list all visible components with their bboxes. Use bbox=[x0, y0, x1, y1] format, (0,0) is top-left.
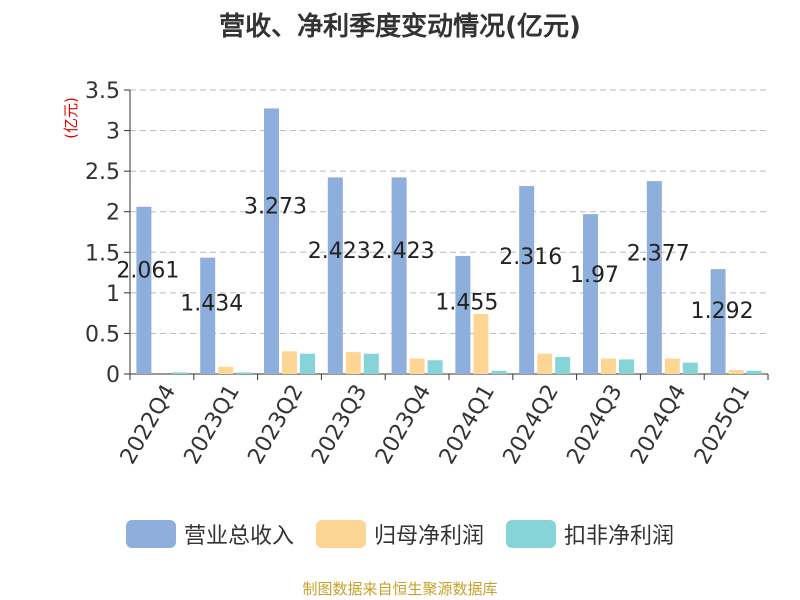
bar-0 bbox=[519, 186, 535, 374]
bar-1 bbox=[728, 369, 744, 374]
bar-2 bbox=[300, 353, 315, 374]
data-label: 1.97 bbox=[570, 263, 619, 288]
y-tick-label: 3 bbox=[106, 120, 120, 145]
legend-swatch bbox=[506, 520, 556, 548]
bar-0 bbox=[646, 181, 662, 374]
bar-0 bbox=[710, 269, 726, 374]
bar-1 bbox=[537, 353, 553, 374]
bar-2 bbox=[682, 362, 698, 374]
y-tick-label: 0 bbox=[106, 363, 120, 388]
bar-0 bbox=[391, 177, 407, 374]
bar-2 bbox=[746, 370, 762, 374]
x-tick-label: 2023Q4 bbox=[371, 380, 436, 468]
y-tick-label: 0.5 bbox=[85, 322, 120, 347]
bar-2 bbox=[363, 353, 379, 374]
data-label: 2.061 bbox=[116, 258, 179, 283]
axes: 0 0.5 1 1.5 2 2.5 3 3.5 2022Q42023Q12023Q22023Q3… bbox=[85, 79, 769, 469]
bar-2 bbox=[555, 356, 571, 374]
x-tick-label: 2025Q1 bbox=[690, 381, 755, 469]
bar-2 bbox=[491, 370, 507, 374]
legend-swatch bbox=[315, 520, 366, 548]
x-tick-label: 2023Q1 bbox=[180, 381, 245, 469]
bar-1 bbox=[409, 358, 425, 374]
legend-item[interactable]: 扣非净利润 bbox=[506, 518, 674, 550]
bar-1 bbox=[218, 366, 234, 374]
data-label: 2.377 bbox=[627, 242, 690, 267]
bar-0 bbox=[455, 255, 471, 374]
data-label: 3.273 bbox=[244, 194, 307, 219]
data-label: 1.434 bbox=[180, 291, 243, 316]
chart-title: 营收、净利季度变动情况(亿元) bbox=[219, 12, 581, 42]
data-label: 2.423 bbox=[308, 239, 371, 264]
bar-0 bbox=[264, 108, 279, 374]
y-tick-label: 3.5 bbox=[85, 79, 120, 104]
legend-item[interactable]: 营业总收入 bbox=[125, 518, 294, 550]
bar-1 bbox=[664, 358, 680, 374]
y-tick-label: 1.5 bbox=[85, 241, 120, 266]
x-tick-label: 2024Q4 bbox=[626, 381, 691, 469]
bar-1 bbox=[282, 351, 297, 374]
x-tick-label: 2023Q3 bbox=[307, 381, 372, 469]
legend-item[interactable]: 归母净利润 bbox=[315, 518, 484, 550]
bar-0 bbox=[200, 257, 216, 374]
bar-1 bbox=[345, 352, 361, 374]
data-label: 2.423 bbox=[372, 239, 435, 264]
legend-label: 扣非净利润 bbox=[564, 524, 675, 549]
legend-label: 归母净利润 bbox=[373, 524, 484, 549]
y-tick-label: 1 bbox=[106, 282, 120, 307]
y-axis-label: (亿元) bbox=[62, 97, 80, 139]
source-footnote: 制图数据来自恒生聚源数据库 bbox=[302, 580, 498, 598]
data-label: 1.455 bbox=[435, 290, 498, 315]
x-tick-label: 2024Q1 bbox=[435, 381, 500, 469]
x-tick-label: 2024Q2 bbox=[499, 381, 564, 469]
bar-0 bbox=[327, 177, 343, 374]
bars bbox=[136, 108, 762, 374]
bar-1 bbox=[473, 313, 489, 374]
legend-swatch bbox=[125, 520, 176, 548]
legend: 营业总收入 归母净利润 扣非净利润 bbox=[0, 518, 800, 550]
y-tick-label: 2.5 bbox=[85, 160, 120, 185]
bar-2 bbox=[427, 360, 443, 374]
data-label: 1.292 bbox=[691, 299, 754, 324]
x-tick-label: 2022Q4 bbox=[116, 381, 181, 469]
x-tick-label: 2023Q2 bbox=[243, 381, 308, 469]
bar-0 bbox=[136, 206, 152, 374]
x-tick-label: 2024Q3 bbox=[562, 381, 627, 469]
bar-2 bbox=[172, 372, 188, 374]
legend-label: 营业总收入 bbox=[183, 524, 294, 549]
data-label: 2.316 bbox=[499, 245, 562, 270]
bar-2 bbox=[236, 372, 252, 374]
y-tick-label: 2 bbox=[106, 201, 120, 226]
bar-2 bbox=[619, 359, 634, 374]
bar-1 bbox=[601, 358, 616, 374]
bar-0 bbox=[583, 214, 598, 374]
